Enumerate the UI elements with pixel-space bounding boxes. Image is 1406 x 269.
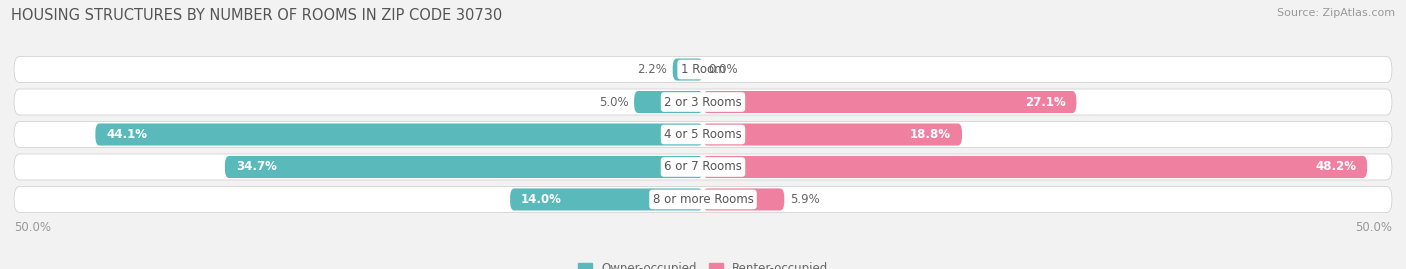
- Text: 6 or 7 Rooms: 6 or 7 Rooms: [664, 161, 742, 174]
- FancyBboxPatch shape: [96, 123, 703, 146]
- Text: 50.0%: 50.0%: [14, 221, 51, 233]
- Text: 5.0%: 5.0%: [599, 95, 628, 108]
- Text: 2 or 3 Rooms: 2 or 3 Rooms: [664, 95, 742, 108]
- Text: 14.0%: 14.0%: [522, 193, 562, 206]
- Text: Source: ZipAtlas.com: Source: ZipAtlas.com: [1277, 8, 1395, 18]
- FancyBboxPatch shape: [703, 123, 962, 146]
- Text: 50.0%: 50.0%: [1355, 221, 1392, 233]
- Text: 44.1%: 44.1%: [107, 128, 148, 141]
- Text: 48.2%: 48.2%: [1315, 161, 1357, 174]
- Text: 34.7%: 34.7%: [236, 161, 277, 174]
- Text: 1 Room: 1 Room: [681, 63, 725, 76]
- Legend: Owner-occupied, Renter-occupied: Owner-occupied, Renter-occupied: [572, 258, 834, 269]
- FancyBboxPatch shape: [14, 122, 1392, 147]
- Text: 0.0%: 0.0%: [709, 63, 738, 76]
- FancyBboxPatch shape: [703, 188, 785, 211]
- Text: HOUSING STRUCTURES BY NUMBER OF ROOMS IN ZIP CODE 30730: HOUSING STRUCTURES BY NUMBER OF ROOMS IN…: [11, 8, 502, 23]
- Text: 27.1%: 27.1%: [1025, 95, 1066, 108]
- Text: 18.8%: 18.8%: [910, 128, 950, 141]
- FancyBboxPatch shape: [14, 186, 1392, 213]
- Text: 2.2%: 2.2%: [637, 63, 668, 76]
- Text: 4 or 5 Rooms: 4 or 5 Rooms: [664, 128, 742, 141]
- FancyBboxPatch shape: [703, 91, 1077, 113]
- Text: 8 or more Rooms: 8 or more Rooms: [652, 193, 754, 206]
- Text: 5.9%: 5.9%: [790, 193, 820, 206]
- FancyBboxPatch shape: [672, 58, 703, 81]
- FancyBboxPatch shape: [14, 154, 1392, 180]
- FancyBboxPatch shape: [225, 156, 703, 178]
- FancyBboxPatch shape: [14, 89, 1392, 115]
- FancyBboxPatch shape: [14, 56, 1392, 83]
- FancyBboxPatch shape: [510, 188, 703, 211]
- FancyBboxPatch shape: [634, 91, 703, 113]
- FancyBboxPatch shape: [703, 156, 1367, 178]
